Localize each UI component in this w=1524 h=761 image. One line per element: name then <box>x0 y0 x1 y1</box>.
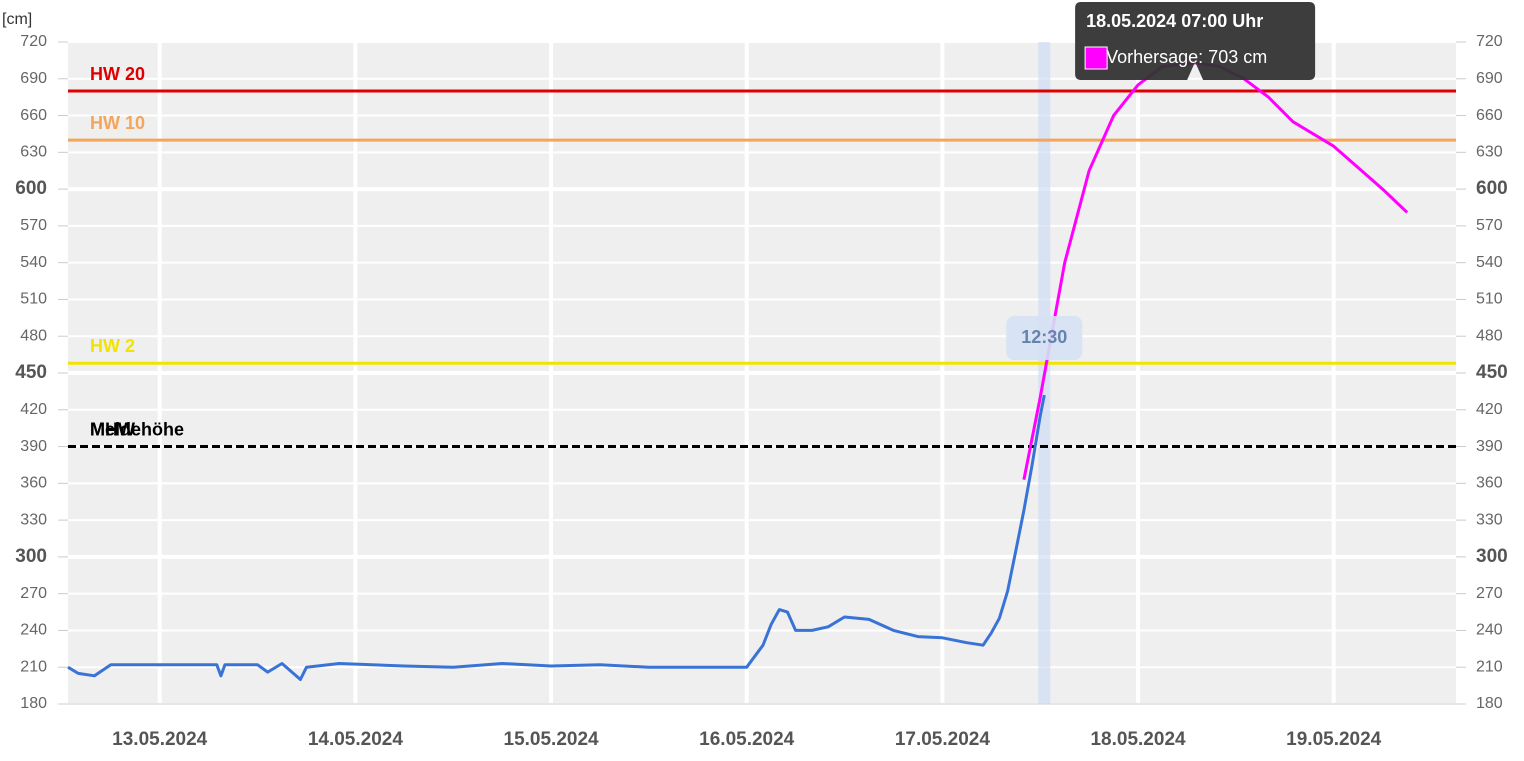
threshold-label: Meldehöhe <box>90 419 184 439</box>
y-unit-label: [cm] <box>2 11 32 28</box>
x-tick-label: 19.05.2024 <box>1286 729 1382 750</box>
threshold-label: HW 10 <box>90 113 145 133</box>
tooltip-swatch <box>1084 46 1108 70</box>
x-tick-label: 13.05.2024 <box>112 729 208 750</box>
y-tick-label: 270 <box>20 585 47 602</box>
tooltip-title: 18.05.2024 07:00 Uhr <box>1086 11 1263 31</box>
series-line <box>67 394 1046 681</box>
y-tick-label: 630 <box>1476 144 1503 161</box>
y-tick-label: 360 <box>1476 475 1503 492</box>
x-tick-label: 17.05.2024 <box>895 729 991 750</box>
threshold-label: MHW <box>90 419 135 439</box>
y-tick-label: 270 <box>1476 585 1503 602</box>
y-tick-label: 210 <box>1476 658 1503 675</box>
y-tick-label: 690 <box>20 70 47 87</box>
x-tick-label: 18.05.2024 <box>1090 729 1186 750</box>
y-tick-label: 540 <box>1476 254 1503 271</box>
tooltip-text: Vorhersage: 703 cm <box>1106 47 1267 67</box>
y-tick-label: 390 <box>1476 438 1503 455</box>
y-tick-label: 180 <box>1476 695 1503 712</box>
y-tick-label: 300 <box>15 546 47 567</box>
y-tick-label: 420 <box>1476 401 1503 418</box>
y-tick-label: 600 <box>15 178 47 199</box>
y-tick-label: 630 <box>20 144 47 161</box>
y-tick-label: 570 <box>1476 217 1503 234</box>
y-tick-label: 690 <box>1476 70 1503 87</box>
y-tick-label: 510 <box>20 291 47 308</box>
threshold-label: HW 20 <box>90 64 145 84</box>
y-tick-label: 660 <box>1476 107 1503 124</box>
y-tick-label: 570 <box>20 217 47 234</box>
y-tick-label: 420 <box>20 401 47 418</box>
y-tick-label: 660 <box>20 107 47 124</box>
y-tick-label: 480 <box>20 327 47 344</box>
y-tick-label: 450 <box>15 362 47 383</box>
x-tick-label: 14.05.2024 <box>308 729 404 750</box>
y-tick-label: 390 <box>20 438 47 455</box>
series-line <box>1022 61 1409 480</box>
x-tick-label: 16.05.2024 <box>699 729 795 750</box>
y-tick-label: 600 <box>1476 178 1508 199</box>
y-tick-label: 240 <box>1476 622 1503 639</box>
y-tick-label: 330 <box>20 511 47 528</box>
y-tick-label: 360 <box>20 475 47 492</box>
y-tick-label: 540 <box>20 254 47 271</box>
y-tick-label: 720 <box>20 33 47 50</box>
threshold-label: HW 2 <box>90 336 135 356</box>
y-tick-label: 720 <box>1476 33 1503 50</box>
y-tick-label: 330 <box>1476 511 1503 528</box>
y-tick-label: 450 <box>1476 362 1508 383</box>
y-tick-label: 210 <box>20 658 47 675</box>
x-tick-label: 15.05.2024 <box>504 729 600 750</box>
y-tick-label: 300 <box>1476 546 1508 567</box>
now-label-box <box>1006 316 1083 360</box>
now-label: 12:30 <box>1006 316 1083 360</box>
tooltip: 18.05.2024 07:00 Uhr Vorhersage: 703 cm <box>1075 2 1316 80</box>
now-label-text: 12:30 <box>1021 327 1067 347</box>
y-tick-label: 180 <box>20 695 47 712</box>
y-tick-label: 480 <box>1476 327 1503 344</box>
tooltip-box <box>1075 2 1316 80</box>
y-tick-label: 510 <box>1476 291 1503 308</box>
y-tick-label: 240 <box>20 622 47 639</box>
